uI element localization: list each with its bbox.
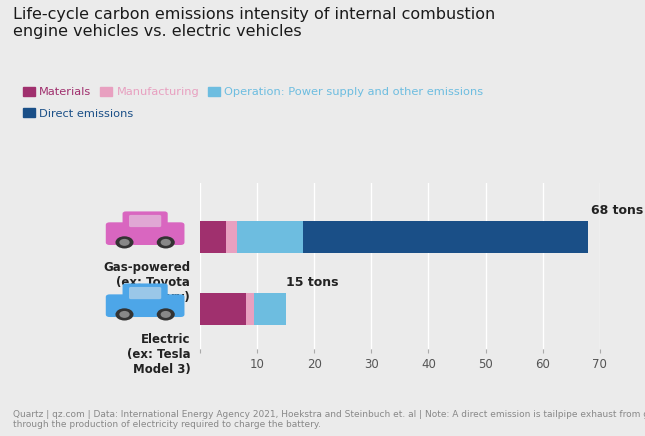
Text: 15 tons: 15 tons [286,276,338,290]
Bar [237,221,303,253]
Bar [200,293,246,325]
Bar [254,293,286,325]
Bar [246,293,254,325]
Text: Life-cycle carbon emissions intensity of internal combustion: Life-cycle carbon emissions intensity of… [13,7,495,21]
Bar [303,221,588,253]
Text: 68 tons: 68 tons [591,204,644,217]
Legend: Direct emissions: Direct emissions [19,104,138,123]
Legend: Materials, Manufacturing, Operation: Power supply and other emissions: Materials, Manufacturing, Operation: Pow… [19,82,488,102]
Bar [200,221,226,253]
Bar [226,221,237,253]
Text: Quartz | qz.com | Data: International Energy Agency 2021, Hoekstra and Steinbuch: Quartz | qz.com | Data: International En… [13,410,645,429]
Text: Electric
(ex: Tesla
Model 3): Electric (ex: Tesla Model 3) [126,333,190,376]
Text: engine vehicles vs. electric vehicles: engine vehicles vs. electric vehicles [13,24,301,39]
Text: Gas-powered
(ex: Toyota
Camry): Gas-powered (ex: Toyota Camry) [103,261,190,304]
